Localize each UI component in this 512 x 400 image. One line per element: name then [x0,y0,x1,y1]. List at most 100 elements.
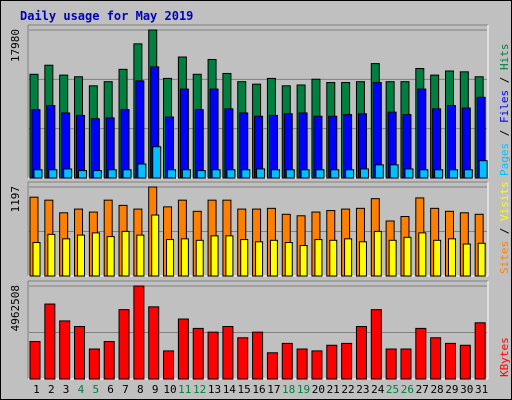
bar-pages-day-25 [389,164,399,179]
bar-files-day-19 [298,112,308,179]
bar-pages-day-23 [359,168,369,179]
bar-files-day-14 [224,108,234,179]
x-tick-label-day-2: 2 [48,383,55,396]
bar-kbytes-day-25 [385,348,397,380]
bar-visits-day-26 [403,236,412,277]
bar-pages-day-18 [285,169,295,179]
y-axis-max-label: 4962508 [9,285,22,331]
x-tick-label-day-22: 22 [341,383,354,396]
bar-kbytes-day-7 [118,309,130,380]
bar-files-day-6 [105,117,115,179]
legend-item-files: Files [498,90,511,123]
bar-kbytes-day-23 [355,326,367,380]
bar-visits-day-19 [299,245,308,277]
bar-kbytes-day-6 [103,341,115,380]
bar-files-day-27 [417,88,427,179]
bar-kbytes-day-2 [44,303,56,380]
bar-kbytes-day-16 [252,331,264,380]
bar-visits-day-20 [314,239,323,277]
legend: Sites / Visits [498,181,511,274]
x-tick-label-day-26: 26 [401,383,414,396]
bar-visits-day-6 [106,236,115,277]
bar-visits-day-22 [344,238,353,277]
legend-item-sites: Sites [498,241,511,274]
bar-kbytes-day-21 [326,344,338,380]
bar-files-day-13 [209,88,219,179]
bar-pages-day-15 [241,169,251,179]
bar-files-day-2 [46,105,56,179]
bar-kbytes-day-14 [222,326,234,380]
bar-pages-day-17 [270,169,280,179]
bar-pages-day-14 [226,169,236,179]
bar-files-day-29 [446,105,456,179]
bar-files-day-30 [461,107,471,179]
bar-pages-day-30 [463,169,473,179]
bar-kbytes-day-11 [177,318,189,380]
bar-visits-day-14 [225,235,234,277]
bar-kbytes-day-1 [29,341,41,380]
bar-kbytes-day-27 [415,327,427,380]
bar-visits-day-1 [32,242,41,277]
bar-pages-day-26 [404,168,414,179]
bar-visits-day-18 [284,242,293,277]
bar-files-day-7 [120,109,130,179]
x-tick-label-day-13: 13 [208,383,221,396]
bar-pages-day-5 [92,170,102,179]
bar-files-day-23 [357,113,367,179]
bar-pages-day-11 [181,169,191,179]
bar-visits-day-31 [477,242,486,277]
bar-kbytes-day-10 [163,350,175,380]
bar-kbytes-day-28 [430,337,442,380]
x-tick-label-day-9: 9 [152,383,159,396]
x-tick-label-day-4: 4 [78,383,85,396]
bar-pages-day-6 [107,169,117,179]
x-tick-label-day-29: 29 [445,383,458,396]
x-tick-label-day-5: 5 [92,383,99,396]
x-tick-label-day-10: 10 [163,383,176,396]
bar-files-day-20 [313,115,323,179]
bar-pages-day-10 [167,169,177,179]
bar-visits-day-21 [329,239,338,277]
bar-files-day-5 [90,118,100,179]
bar-files-day-3 [61,112,71,179]
y-axis-max-label: 1197 [9,186,22,213]
bar-pages-day-8 [137,163,147,179]
chart-panel-bottom: 4962508 KBytes [9,280,511,380]
bar-visits-day-11 [180,238,189,277]
bar-visits-day-28 [433,239,442,277]
bar-kbytes-day-15 [237,337,249,380]
bar-pages-day-4 [78,170,88,179]
bar-visits-day-2 [47,233,56,277]
bar-pages-day-27 [419,169,429,179]
x-tick-label-day-24: 24 [371,383,385,396]
bar-pages-day-31 [478,160,488,179]
bar-files-day-4 [76,114,86,179]
bar-pages-day-1 [33,169,43,179]
x-tick-label-day-15: 15 [238,383,251,396]
bar-visits-day-7 [121,230,130,277]
bar-kbytes-day-5 [88,348,100,380]
bar-pages-day-19 [300,169,310,179]
bar-visits-day-12 [195,239,204,277]
y-axis-max-label: 17980 [9,29,22,62]
bar-kbytes-day-30 [459,344,471,380]
bar-kbytes-day-31 [474,322,486,380]
x-tick-label-day-18: 18 [282,383,295,396]
bar-files-day-12 [194,109,204,179]
bar-kbytes-day-22 [341,342,353,380]
bar-visits-day-29 [447,238,456,277]
x-tick-label-day-20: 20 [312,383,325,396]
bar-files-day-22 [343,114,353,179]
bar-kbytes-day-18 [281,342,293,380]
bar-visits-day-25 [388,239,397,277]
bar-kbytes-day-29 [444,342,456,380]
bar-pages-day-7 [122,169,132,179]
x-tick-label-day-16: 16 [252,383,265,396]
chart-title: Daily usage for May 2019 [20,9,193,23]
bar-kbytes-day-17 [266,352,278,380]
legend-separator: / [498,221,511,241]
bar-pages-day-20 [315,169,325,179]
x-tick-label-day-19: 19 [297,383,310,396]
